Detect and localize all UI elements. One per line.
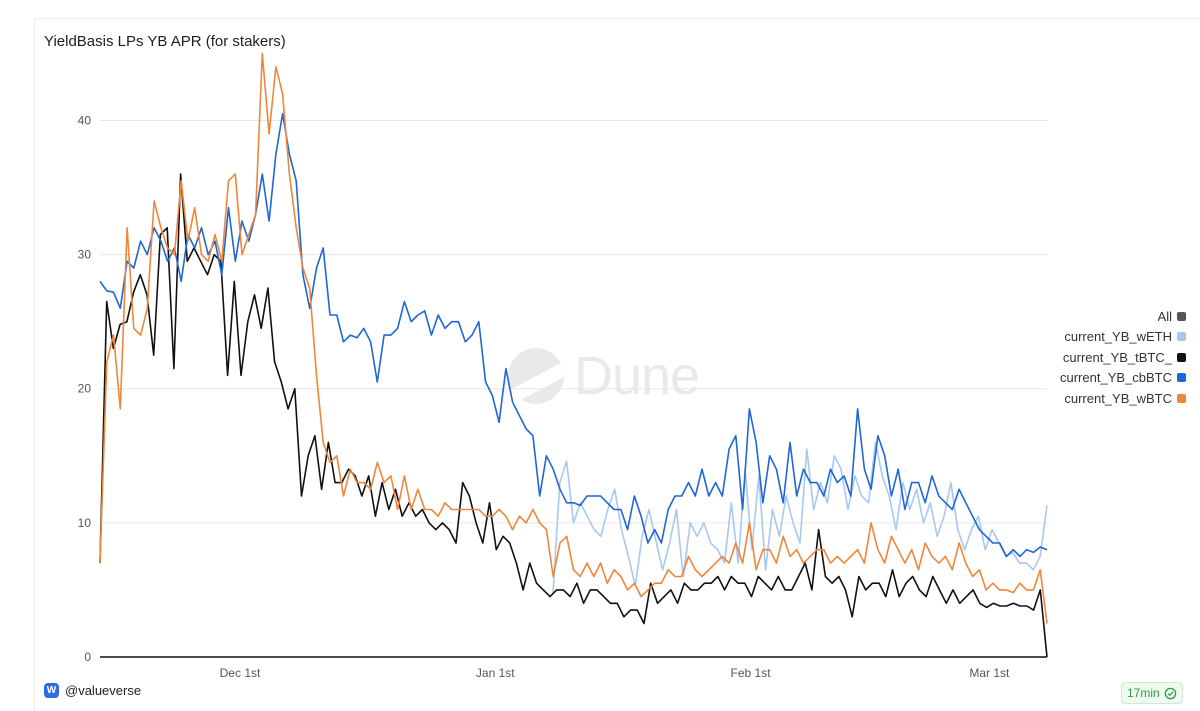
legend-item-all[interactable]: All [1060,306,1186,327]
legend-label: current_YB_cbBTC [1060,370,1172,386]
legend-item[interactable]: current_YB_wBTC [1060,388,1186,409]
x-tick-label: Jan 1st [476,666,515,680]
legend-label: All [1157,308,1172,324]
legend-label: current_YB_wBTC [1064,390,1172,406]
check-circle-icon [1164,687,1176,699]
legend-swatch [1177,393,1186,403]
y-tick-label: 0 [84,650,91,664]
x-tick-label: Mar 1st [969,666,1010,680]
legend: All current_YB_wETH current_YB_tBTC_curre… [1060,306,1186,409]
legend-swatch [1177,373,1186,383]
legend-swatch [1177,332,1186,342]
legend-label: current_YB_tBTC_ [1062,349,1172,365]
series-line-current-yb-tbtc- [99,173,1048,658]
series-line-current-yb-wbtc [99,52,1048,624]
valueverse-logo-icon: W [44,683,59,698]
legend-swatch [1177,352,1186,362]
x-tick-label: Dec 1st [220,666,261,680]
y-tick-label: 30 [78,248,92,262]
y-tick-label: 10 [78,516,92,530]
legend-swatch [1177,311,1186,321]
refresh-time: 17min [1127,686,1160,700]
y-tick-label: 20 [78,382,92,396]
x-tick-label: Feb 1st [731,666,772,680]
creator-handle: @valueverse [65,683,142,698]
legend-item[interactable]: current_YB_tBTC_ [1060,347,1186,368]
legend-label: current_YB_wETH [1064,329,1172,345]
legend-item[interactable]: current_YB_wETH [1060,327,1186,348]
legend-item[interactable]: current_YB_cbBTC [1060,368,1186,389]
refresh-badge[interactable]: 17min [1121,682,1183,704]
chart-title: YieldBasis LPs YB APR (for stakers) [44,33,286,50]
creator-link[interactable]: W @valueverse [44,683,141,698]
series-line-current-yb-cbbtc [99,113,1048,558]
y-tick-label: 40 [78,113,92,127]
